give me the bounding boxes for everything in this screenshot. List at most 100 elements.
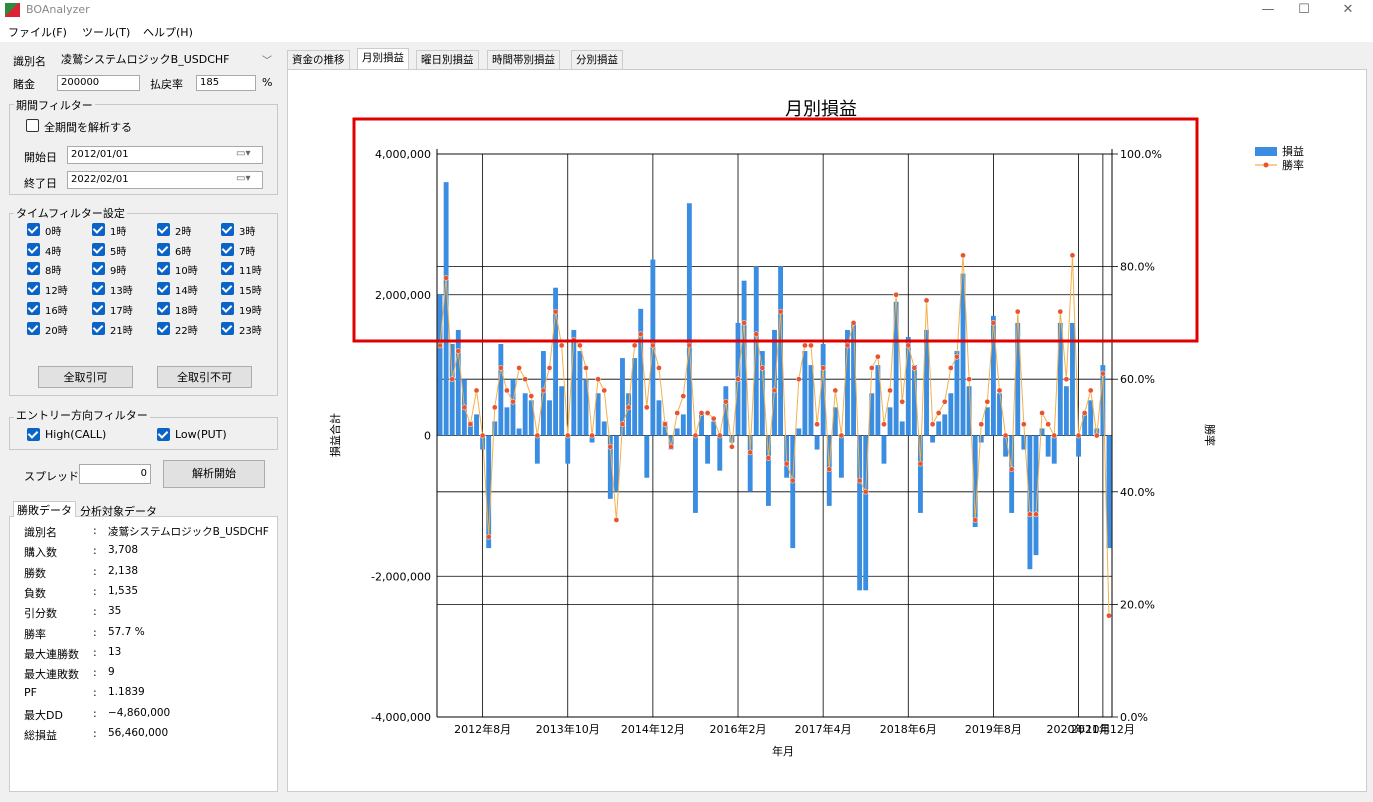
high-call-checkbox[interactable] — [27, 428, 40, 441]
menu-help[interactable]: ヘルプ(H) — [143, 26, 193, 39]
hour-checkbox-label: 11時 — [239, 266, 262, 278]
hour-checkbox[interactable] — [92, 301, 105, 315]
bar — [978, 435, 984, 443]
bar — [1027, 435, 1033, 570]
win-rate-point — [516, 365, 522, 371]
stat-label: 購入数 — [24, 546, 57, 560]
stat-value: 1,535 — [108, 584, 139, 597]
low-put-checkbox[interactable] — [157, 428, 170, 441]
chart-tab[interactable]: 資金の推移 — [287, 50, 350, 69]
hour-checkbox-label: 16時 — [45, 305, 68, 317]
bar — [705, 435, 711, 464]
stake-input[interactable]: 200000 — [57, 75, 140, 91]
hour-checkbox[interactable] — [221, 242, 234, 256]
hour-checkbox[interactable] — [157, 223, 170, 236]
hour-checkbox-label: 10時 — [175, 266, 198, 278]
chevron-down-icon[interactable]: ﹀ — [262, 56, 272, 67]
menu-file[interactable]: ファイル(F) — [8, 26, 67, 39]
stat-label: 最大DD — [24, 708, 63, 722]
hour-checkbox[interactable] — [27, 223, 40, 236]
y-tick-label: -2,000,000 — [371, 570, 431, 583]
win-rate-point — [747, 449, 754, 456]
win-rate-point — [674, 410, 681, 416]
hour-checkbox[interactable] — [157, 242, 170, 256]
hour-checkbox[interactable] — [92, 223, 105, 236]
y2-tick-label: 40.0% — [1120, 486, 1155, 499]
minimize-button[interactable]: — — [1261, 2, 1275, 17]
hour-checkbox-label: 9時 — [110, 266, 127, 278]
menu-tools[interactable]: ツール(T) — [82, 26, 131, 39]
bar — [796, 428, 802, 436]
hour-checkbox[interactable] — [221, 321, 234, 335]
win-rate-point — [619, 421, 626, 428]
bar — [1076, 435, 1081, 457]
bar — [528, 400, 534, 436]
hour-checkbox[interactable] — [221, 282, 234, 296]
stat-colon: : — [93, 706, 97, 720]
hour-checkbox[interactable] — [27, 262, 40, 276]
chart-tab[interactable]: 曜日別損益 — [416, 50, 479, 69]
bar — [644, 435, 650, 478]
hour-checkbox-label: 14時 — [175, 286, 198, 298]
bar-series — [437, 182, 1112, 591]
hour-checkbox[interactable] — [92, 262, 105, 276]
hour-checkbox[interactable] — [92, 282, 105, 296]
end-date-picker[interactable]: 2022/02/01 — [67, 171, 263, 189]
bar — [674, 428, 680, 436]
hour-checkbox[interactable] — [27, 242, 40, 256]
all-period-checkbox[interactable] — [26, 119, 39, 132]
win-rate-point — [485, 533, 492, 540]
id-select[interactable]: 凌鷲システムロジックB_USDCHF — [57, 52, 277, 68]
start-date-picker[interactable]: 2012/01/01 — [67, 146, 263, 164]
close-button[interactable]: ✕ — [1342, 2, 1354, 17]
win-rate-point — [1002, 432, 1009, 439]
hour-checkbox[interactable] — [157, 282, 170, 296]
select-all-button[interactable]: 全取引可 — [38, 366, 133, 388]
stat-label: 最大連勝数 — [24, 647, 79, 661]
win-rate-point — [1093, 432, 1100, 439]
analyze-button[interactable]: 解析開始 — [163, 460, 265, 488]
win-rate-point — [808, 342, 814, 349]
hour-checkbox[interactable] — [92, 321, 105, 335]
low-put-label: Low(PUT) — [175, 428, 227, 441]
win-rate-point — [479, 432, 486, 439]
hour-checkbox[interactable] — [221, 301, 234, 315]
bar — [899, 421, 905, 436]
hour-checkbox[interactable] — [221, 223, 234, 236]
spread-input[interactable]: 0 — [79, 464, 151, 484]
entry-filter-title: エントリー方向フィルター — [14, 407, 150, 423]
hour-checkbox[interactable] — [27, 321, 40, 335]
payout-input[interactable]: 185 — [196, 75, 256, 91]
bar — [699, 414, 704, 436]
chart-tab[interactable]: 分別損益 — [571, 50, 623, 69]
win-rate-point — [887, 387, 893, 394]
deselect-all-button[interactable]: 全取引不可 — [157, 366, 252, 388]
title-bar — [0, 0, 1373, 20]
hour-checkbox[interactable] — [27, 301, 40, 315]
win-rate-point — [789, 477, 796, 484]
stat-colon: : — [93, 727, 97, 740]
chart-tab[interactable]: 時間帯別損益 — [487, 50, 560, 69]
chart-tab[interactable]: 月別損益 — [357, 48, 409, 70]
hour-checkbox[interactable] — [221, 262, 234, 276]
bar — [595, 393, 601, 436]
hour-checkbox[interactable] — [157, 321, 170, 335]
tab-analysis-data[interactable]: 分析対象データ — [80, 505, 157, 518]
calendar-icon[interactable]: ▭▾ — [236, 148, 251, 159]
maximize-button[interactable]: ☐ — [1298, 2, 1310, 17]
hour-checkbox[interactable] — [157, 262, 170, 276]
stat-colon: : — [93, 584, 97, 598]
stat-value: 3,708 — [108, 544, 139, 557]
win-rate-point — [510, 398, 516, 405]
win-rate-point — [491, 404, 498, 411]
tab-win-loss-data[interactable]: 勝敗データ — [13, 501, 76, 517]
y2-tick-label: 100.0% — [1120, 148, 1162, 161]
hour-checkbox[interactable] — [157, 301, 170, 315]
hour-checkbox[interactable] — [92, 242, 105, 256]
bar — [534, 435, 540, 464]
win-rate-point — [990, 320, 997, 326]
bar — [468, 421, 473, 436]
stat-label: 負数 — [24, 586, 46, 600]
hour-checkbox[interactable] — [27, 282, 40, 296]
calendar-icon[interactable]: ▭▾ — [236, 173, 251, 184]
